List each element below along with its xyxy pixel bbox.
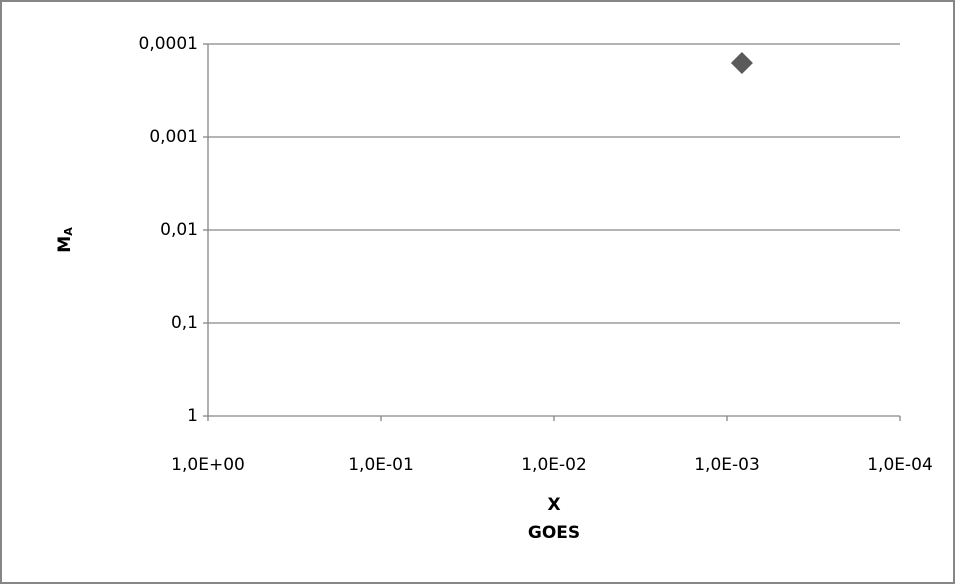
x-tick-label: 1,0E-04 — [867, 455, 933, 475]
x-axis-label: X — [547, 495, 560, 515]
y-label-sub: A — [62, 227, 75, 236]
y-axis-label: MA — [55, 227, 75, 253]
x-tick-label: 1,0E+00 — [171, 455, 245, 475]
y-tick-label: 0,1 — [171, 313, 198, 333]
y-tick-label: 0,01 — [160, 220, 198, 240]
x-tick-label: 1,0E-02 — [521, 455, 587, 475]
x-tick-label: 1,0E-03 — [694, 455, 760, 475]
y-tick-label: 1 — [187, 406, 198, 426]
x-tick-label: 1,0E-01 — [348, 455, 414, 475]
y-label-main: M — [55, 236, 75, 253]
y-tick-label: 0,001 — [149, 127, 198, 147]
y-tick-label: 0,0001 — [139, 34, 198, 54]
x-axis-label: GOES — [528, 523, 580, 543]
data-point — [730, 51, 753, 74]
